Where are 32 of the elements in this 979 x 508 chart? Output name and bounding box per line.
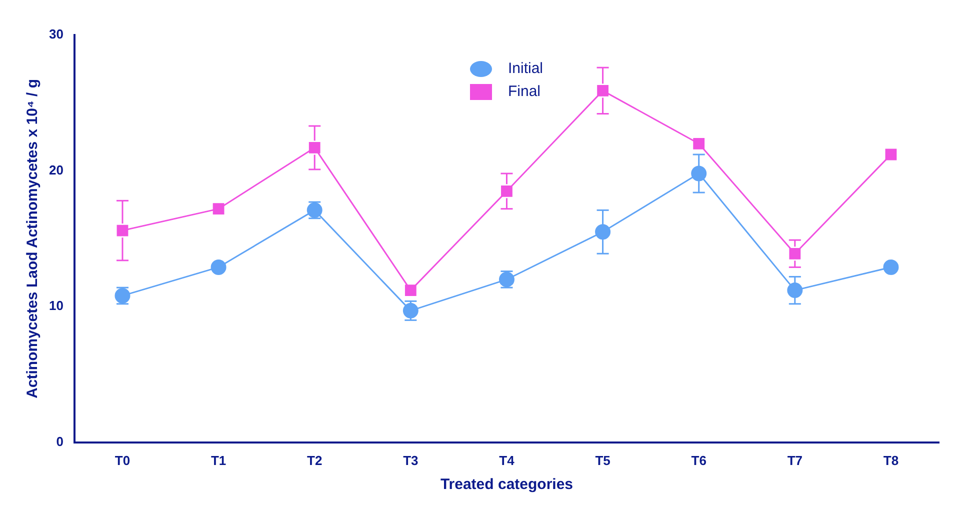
point xyxy=(404,284,416,296)
point xyxy=(212,203,224,215)
x-tick-label: T1 xyxy=(210,452,226,468)
point xyxy=(789,248,801,260)
y-tick-label: 0 xyxy=(56,434,64,449)
point xyxy=(501,185,512,197)
point xyxy=(693,138,705,150)
legend-label: Final xyxy=(508,83,541,100)
point xyxy=(595,224,611,240)
x-tick-label: T3 xyxy=(403,452,418,468)
point xyxy=(402,302,418,318)
point xyxy=(787,282,803,298)
x-tick-label: T0 xyxy=(114,452,130,468)
x-tick-label: T7 xyxy=(787,452,802,468)
x-tick-label: T5 xyxy=(595,452,610,468)
point xyxy=(885,148,897,160)
x-axis-title: Treated categories xyxy=(440,476,574,494)
point xyxy=(597,84,608,96)
point xyxy=(691,166,707,182)
y-tick-label: 10 xyxy=(48,298,64,314)
x-tick-label: T2 xyxy=(307,452,322,468)
x-tick-label: T8 xyxy=(883,452,899,468)
x-tick-label: T6 xyxy=(691,452,706,468)
point xyxy=(116,224,128,236)
y-tick-label: 20 xyxy=(48,162,64,178)
y-axis-title: Actinomycetes Laod Actinomycetes x 10⁴ / g xyxy=(24,78,42,398)
legend-label: Initial xyxy=(508,60,544,77)
point xyxy=(210,259,226,275)
y-tick-label: 30 xyxy=(48,26,64,42)
point xyxy=(308,142,320,154)
point xyxy=(883,259,899,275)
x-tick-label: T4 xyxy=(499,452,516,468)
